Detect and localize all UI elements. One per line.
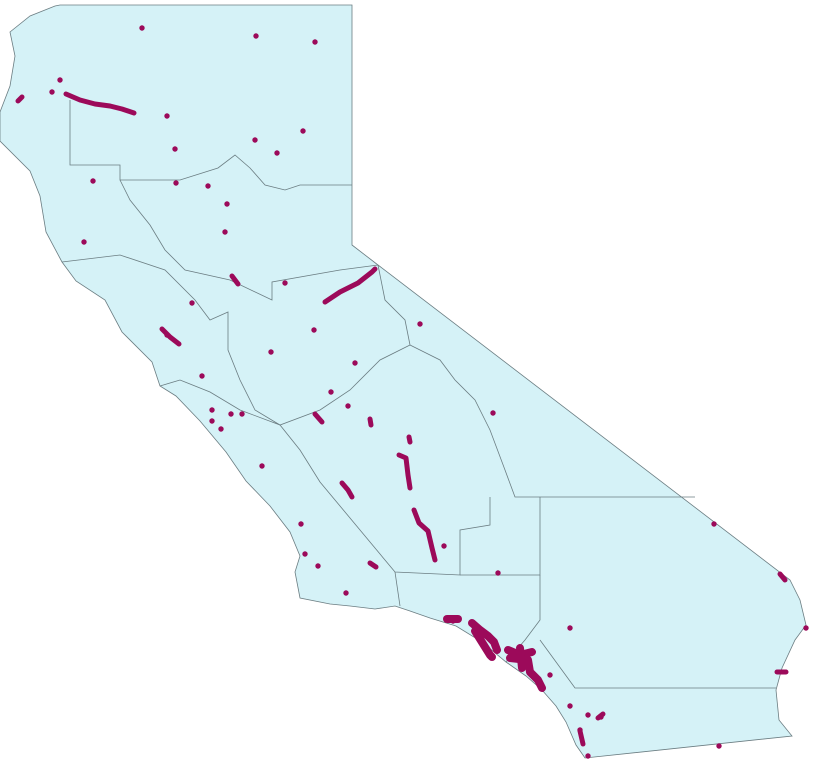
observation-route xyxy=(396,452,413,491)
observation-route xyxy=(506,654,546,692)
observation-point xyxy=(298,521,304,527)
observation-point xyxy=(172,146,178,152)
observation-route xyxy=(595,711,606,721)
observation-point xyxy=(228,411,234,417)
observation-point xyxy=(567,625,573,631)
observation-point xyxy=(189,300,195,306)
observation-point xyxy=(57,77,63,83)
observation-point xyxy=(252,137,258,143)
observation-point xyxy=(585,753,591,759)
region-border xyxy=(409,344,695,498)
region-border xyxy=(159,379,491,576)
observation-point xyxy=(259,463,265,469)
region-border xyxy=(119,179,379,301)
observation-point xyxy=(711,521,717,527)
observation-point xyxy=(173,180,179,186)
observation-route xyxy=(339,480,355,500)
observation-point xyxy=(209,407,215,413)
observation-route xyxy=(777,571,788,583)
observation-route xyxy=(367,560,379,570)
observation-point xyxy=(495,570,501,576)
observation-route xyxy=(312,411,325,425)
observation-point xyxy=(268,349,274,355)
observation-route xyxy=(468,619,501,654)
observation-point xyxy=(716,743,722,749)
observation-point xyxy=(239,411,245,417)
observation-point xyxy=(139,25,145,31)
region-border xyxy=(539,639,776,689)
observation-route xyxy=(411,507,438,563)
observation-point xyxy=(282,280,288,286)
observation-route xyxy=(367,416,374,428)
observation-point xyxy=(315,563,321,569)
observation-point xyxy=(345,403,351,409)
observation-marks xyxy=(15,25,809,759)
observation-point xyxy=(352,360,358,366)
observation-route xyxy=(63,91,137,116)
observation-route xyxy=(229,273,241,287)
observation-point xyxy=(547,672,553,678)
observation-point xyxy=(274,150,280,156)
observation-point xyxy=(417,321,423,327)
observation-route xyxy=(159,326,182,347)
observation-point xyxy=(343,590,349,596)
observation-point xyxy=(224,201,230,207)
observation-point xyxy=(312,39,318,45)
observation-point xyxy=(441,543,447,549)
observation-point xyxy=(311,327,317,333)
observation-point xyxy=(328,389,334,395)
region-border xyxy=(61,254,411,426)
observation-point xyxy=(302,551,308,557)
observation-point xyxy=(300,128,306,134)
observation-point xyxy=(49,89,55,95)
region-border xyxy=(69,100,352,191)
observation-route xyxy=(471,627,496,661)
observation-route xyxy=(322,266,378,305)
region-border xyxy=(377,264,411,346)
observation-route xyxy=(406,434,413,445)
observation-point xyxy=(803,625,809,631)
observation-route xyxy=(15,94,25,104)
region-borders xyxy=(61,100,776,689)
observation-route xyxy=(577,728,586,747)
observation-point xyxy=(585,712,591,718)
observation-point xyxy=(567,703,573,709)
state-outline xyxy=(0,4,807,759)
observation-point xyxy=(205,183,211,189)
observation-point xyxy=(218,426,224,432)
observation-point xyxy=(81,239,87,245)
observation-point xyxy=(209,418,215,424)
region-border xyxy=(394,571,401,607)
observation-point xyxy=(222,229,228,235)
observation-point xyxy=(490,410,496,416)
observation-point xyxy=(253,33,259,39)
observation-point xyxy=(164,113,170,119)
observation-point xyxy=(90,178,96,184)
observation-point xyxy=(199,373,205,379)
